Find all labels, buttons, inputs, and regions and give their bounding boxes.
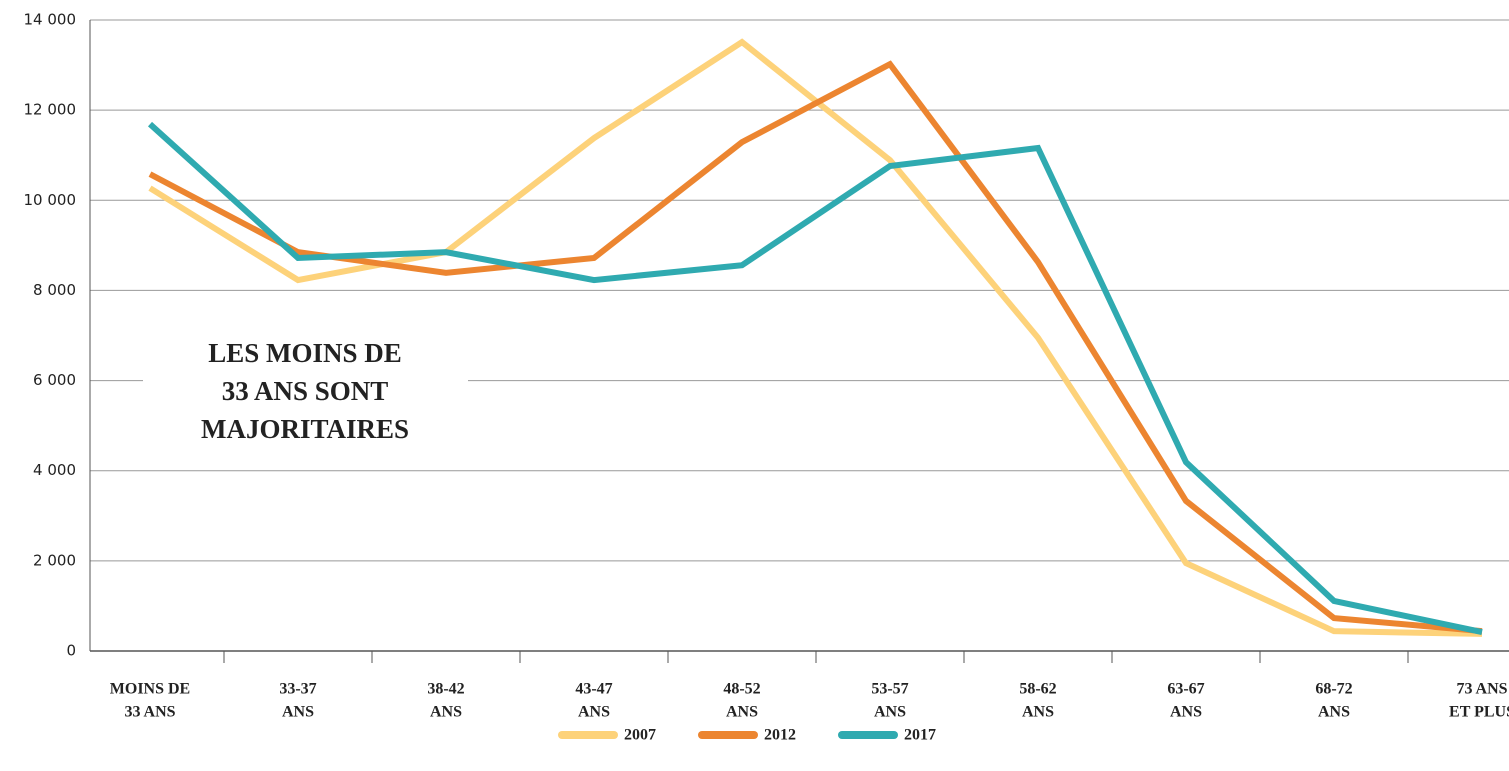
legend-label: 2007 bbox=[624, 727, 656, 744]
x-tick-label: 53-57 bbox=[871, 681, 908, 698]
x-tick-label: 58-62 bbox=[1019, 681, 1056, 698]
x-tick-label: 48-52 bbox=[723, 681, 760, 698]
x-tick-label: 43-47 bbox=[575, 681, 612, 698]
series-line bbox=[148, 60, 1483, 635]
x-tick-label: 73 ANS bbox=[1456, 681, 1507, 698]
x-tick-label: 33-37 bbox=[279, 681, 316, 698]
x-tick-label: ANS bbox=[1022, 704, 1054, 721]
y-tick-label: 4 000 bbox=[33, 461, 76, 479]
legend-label: 2017 bbox=[904, 727, 936, 744]
x-tick-label: 68-72 bbox=[1315, 681, 1352, 698]
x-tick-label: ANS bbox=[1318, 704, 1350, 721]
x-tick-label: 63-67 bbox=[1167, 681, 1204, 698]
y-tick-label: 14 000 bbox=[24, 11, 77, 29]
x-tick-label: ET PLUS bbox=[1449, 704, 1509, 721]
y-tick-label: 2 000 bbox=[33, 551, 76, 569]
x-tick-label: ANS bbox=[874, 704, 906, 721]
x-tick-label: 33 ANS bbox=[124, 704, 175, 721]
x-tick-label: ANS bbox=[578, 704, 610, 721]
x-tick-label: MOINS DE bbox=[110, 681, 190, 698]
annotation: 33 ANS SONT bbox=[222, 376, 389, 406]
annotation: MAJORITAIRES bbox=[201, 414, 409, 444]
y-tick-label: 10 000 bbox=[24, 191, 77, 209]
x-tick-label: 38-42 bbox=[427, 681, 464, 698]
annotation-bg bbox=[143, 330, 468, 460]
x-tick-label: ANS bbox=[282, 704, 314, 721]
legend-label: 2012 bbox=[764, 727, 796, 744]
y-tick-label: 8 000 bbox=[33, 281, 76, 299]
x-tick-label: ANS bbox=[1170, 704, 1202, 721]
x-tick-label: ANS bbox=[726, 704, 758, 721]
annotation: LES MOINS DE bbox=[208, 338, 402, 368]
x-tick-label: ANS bbox=[430, 704, 462, 721]
y-tick-label: 0 bbox=[66, 642, 76, 660]
series-line bbox=[147, 121, 1483, 636]
y-tick-label: 12 000 bbox=[24, 101, 77, 119]
y-tick-label: 6 000 bbox=[33, 371, 76, 389]
